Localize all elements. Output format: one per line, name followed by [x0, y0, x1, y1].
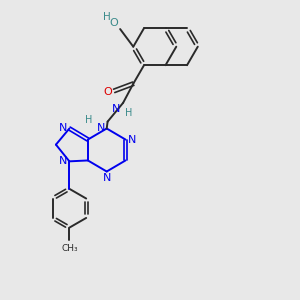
Text: N: N: [103, 173, 111, 183]
Text: H: H: [103, 12, 111, 22]
Text: CH₃: CH₃: [61, 244, 78, 253]
Text: N: N: [128, 134, 136, 145]
Text: O: O: [103, 87, 112, 97]
Text: N: N: [112, 104, 121, 114]
Text: N: N: [97, 123, 105, 133]
Text: N: N: [59, 156, 68, 166]
Text: O: O: [109, 18, 118, 28]
Text: N: N: [59, 123, 68, 133]
Text: H: H: [125, 108, 132, 118]
Text: H: H: [85, 115, 92, 125]
